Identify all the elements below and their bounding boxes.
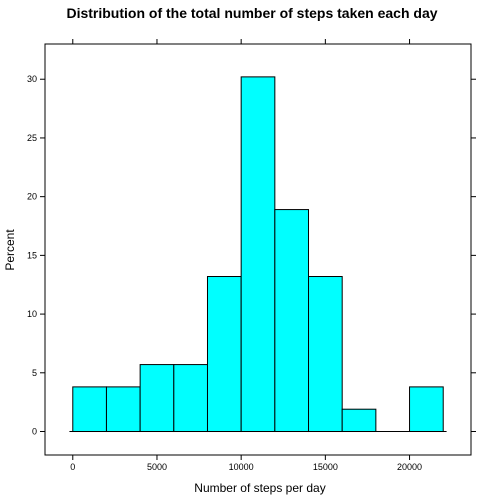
bars-group bbox=[72, 76, 444, 433]
bar-7 bbox=[308, 276, 343, 433]
x-tick-label-2: 10000 bbox=[229, 462, 254, 472]
y-tick-label-3: 15 bbox=[27, 250, 37, 260]
ticks-group: 0 5000 10000 15000 20000 0 5 10 15 20 25 30 bbox=[27, 39, 476, 472]
plot-frame bbox=[44, 43, 472, 456]
y-tick-label-4: 20 bbox=[27, 192, 37, 202]
x-tick-label-1: 5000 bbox=[147, 462, 167, 472]
x-tick-label-4: 20000 bbox=[397, 462, 422, 472]
bar-6 bbox=[274, 209, 310, 433]
bar-10 bbox=[409, 386, 444, 433]
x-axis-label: Number of steps per day bbox=[194, 481, 325, 495]
y-tick-label-6: 30 bbox=[27, 74, 37, 84]
chart-title: Distribution of the total number of step… bbox=[66, 5, 437, 21]
y-tick-label-5: 25 bbox=[27, 133, 37, 143]
y-axis-label: Percent bbox=[3, 229, 17, 271]
x-tick-label-0: 0 bbox=[70, 462, 75, 472]
bar-0 bbox=[72, 386, 107, 433]
bar-8 bbox=[341, 408, 377, 433]
bar-3 bbox=[173, 364, 208, 433]
bar-5 bbox=[240, 76, 276, 433]
bar-1 bbox=[105, 386, 141, 433]
y-tick-label-1: 5 bbox=[32, 368, 37, 378]
y-tick-label-2: 10 bbox=[27, 309, 37, 319]
y-tick-label-0: 0 bbox=[32, 427, 37, 437]
x-tick-label-3: 15000 bbox=[313, 462, 338, 472]
bar-4 bbox=[206, 276, 242, 433]
bar-2 bbox=[139, 364, 175, 433]
